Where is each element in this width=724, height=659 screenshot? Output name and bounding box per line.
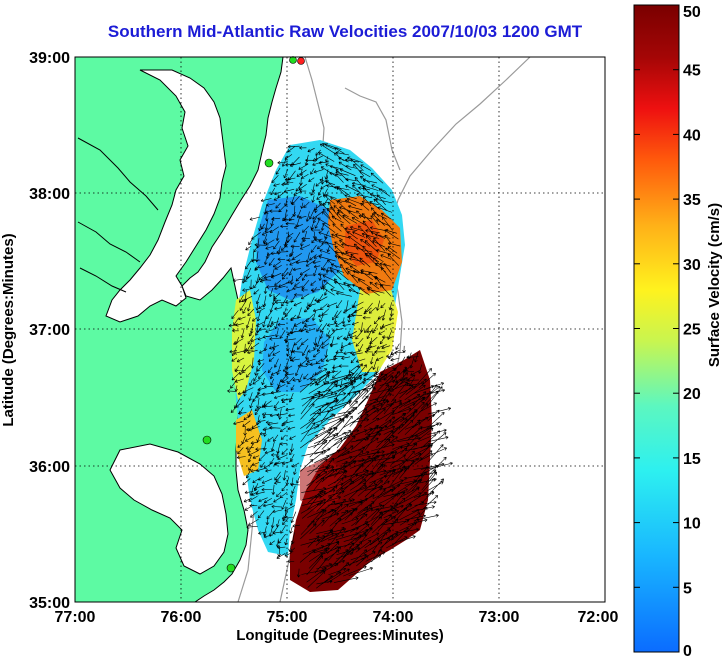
colorbar-tick-label: 30 bbox=[683, 257, 701, 274]
y-tick-label: 36:00 bbox=[29, 459, 70, 476]
colorbar-tick-label: 50 bbox=[683, 4, 701, 21]
velocity-arrows bbox=[227, 142, 453, 589]
colorbar-tick-label: 15 bbox=[683, 451, 701, 468]
colorbar-tick-label: 45 bbox=[683, 63, 701, 80]
y-tick-label: 39:00 bbox=[29, 50, 70, 67]
y-tick-label: 35:00 bbox=[29, 595, 70, 612]
x-tick-label: 76:00 bbox=[161, 609, 202, 626]
colorbar-tick-label: 40 bbox=[683, 127, 701, 144]
bathymetry-contour bbox=[344, 87, 401, 171]
y-tick-label: 37:00 bbox=[29, 322, 70, 339]
colorbar-tick-label: 20 bbox=[683, 386, 701, 403]
colorbar bbox=[633, 4, 680, 653]
colorbar-tick-label: 0 bbox=[683, 643, 692, 659]
york-river bbox=[79, 267, 127, 293]
hf-radar-station-marker bbox=[202, 435, 212, 445]
x-tick-label: 77:00 bbox=[55, 609, 96, 626]
velocity-vectors bbox=[227, 142, 453, 589]
velocity-field-moderate bbox=[352, 280, 398, 372]
y-tick-label: 38:00 bbox=[29, 186, 70, 203]
hf-radar-station-marker-red bbox=[297, 57, 305, 65]
hf-radar-station-marker bbox=[289, 56, 297, 64]
potomac-river bbox=[77, 137, 159, 211]
chesapeake-bay bbox=[105, 69, 227, 323]
x-tick-label: 73:00 bbox=[479, 609, 520, 626]
x-tick-label: 74:00 bbox=[373, 609, 414, 626]
colorbar-tick-label: 25 bbox=[683, 322, 701, 339]
map-title: Southern Mid-Atlantic Raw Velocities 200… bbox=[107, 22, 583, 41]
colorbar-tick-label: 5 bbox=[683, 580, 692, 597]
colorbar-label: Surface Velocity (cm/s) bbox=[706, 203, 723, 367]
x-tick-label: 75:00 bbox=[267, 609, 308, 626]
y-axis-label: Latitude (Degrees:Minutes) bbox=[0, 233, 17, 426]
x-tick-label: 72:00 bbox=[578, 609, 619, 626]
hf-radar-station-marker bbox=[226, 563, 236, 573]
hf-radar-station-marker bbox=[264, 158, 274, 168]
rappahannock-river bbox=[77, 221, 141, 263]
map-gridlines bbox=[75, 57, 605, 602]
x-axis-label: Longitude (Degrees:Minutes) bbox=[236, 627, 444, 644]
colorbar-tick-label: 10 bbox=[683, 516, 701, 533]
colorbar-tick-label: 35 bbox=[683, 192, 701, 209]
